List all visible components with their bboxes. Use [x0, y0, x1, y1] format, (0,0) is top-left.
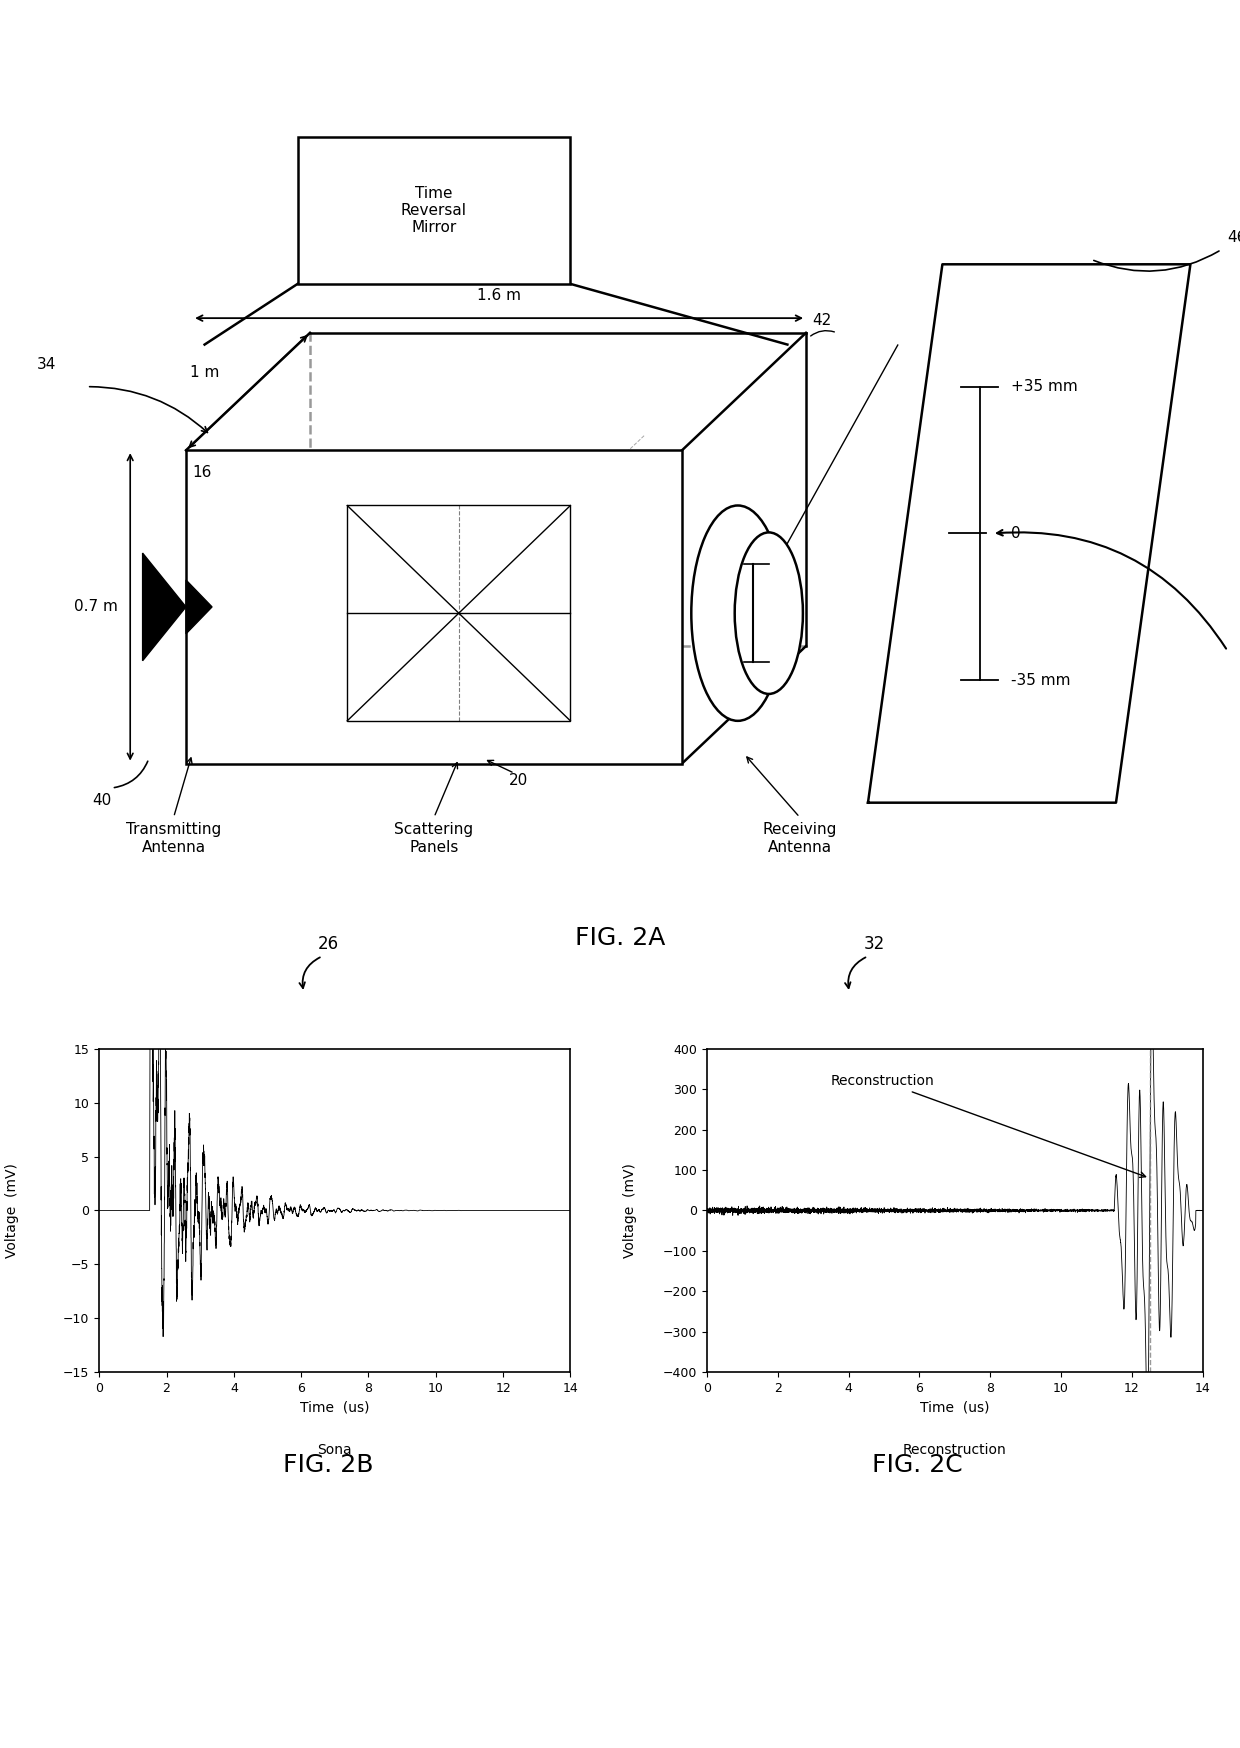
Text: 32: 32 [863, 935, 885, 953]
Text: 1.6 m: 1.6 m [477, 288, 521, 304]
Text: Sona: Sona [317, 1444, 352, 1458]
Text: Reconstruction: Reconstruction [903, 1444, 1007, 1458]
Text: +35 mm: +35 mm [1011, 379, 1078, 393]
Text: 46: 46 [1228, 229, 1240, 245]
Text: Reconstruction: Reconstruction [831, 1075, 1146, 1178]
Text: 34: 34 [37, 357, 57, 372]
Text: 40: 40 [92, 794, 112, 808]
X-axis label: Time  (us): Time (us) [300, 1400, 370, 1414]
Text: FIG. 2A: FIG. 2A [575, 925, 665, 949]
Text: 26: 26 [317, 935, 340, 953]
Text: 42: 42 [812, 313, 832, 329]
Text: 0: 0 [1011, 526, 1021, 540]
Polygon shape [868, 264, 1190, 802]
Text: Time
Reversal
Mirror: Time Reversal Mirror [401, 185, 467, 236]
Text: FIG. 2B: FIG. 2B [284, 1453, 373, 1477]
Text: Transmitting
Antenna: Transmitting Antenna [126, 822, 221, 855]
Text: Receiving
Antenna: Receiving Antenna [763, 822, 837, 855]
Text: 1 m: 1 m [190, 365, 219, 379]
X-axis label: Time  (us): Time (us) [920, 1400, 990, 1414]
Y-axis label: Voltage  (mV): Voltage (mV) [624, 1162, 637, 1259]
Ellipse shape [734, 533, 804, 694]
Polygon shape [143, 552, 186, 661]
Ellipse shape [692, 505, 785, 720]
Text: 20: 20 [508, 773, 528, 788]
Bar [347, 505, 570, 720]
Text: -35 mm: -35 mm [1011, 673, 1070, 687]
Bar [186, 451, 682, 764]
Text: FIG. 2C: FIG. 2C [872, 1453, 963, 1477]
Polygon shape [186, 580, 212, 635]
Text: 0.7 m: 0.7 m [74, 600, 118, 614]
Y-axis label: Voltage  (mV): Voltage (mV) [5, 1162, 19, 1259]
Text: Scattering
Panels: Scattering Panels [394, 822, 474, 855]
Text: 16: 16 [192, 465, 212, 481]
Bar [298, 136, 570, 283]
